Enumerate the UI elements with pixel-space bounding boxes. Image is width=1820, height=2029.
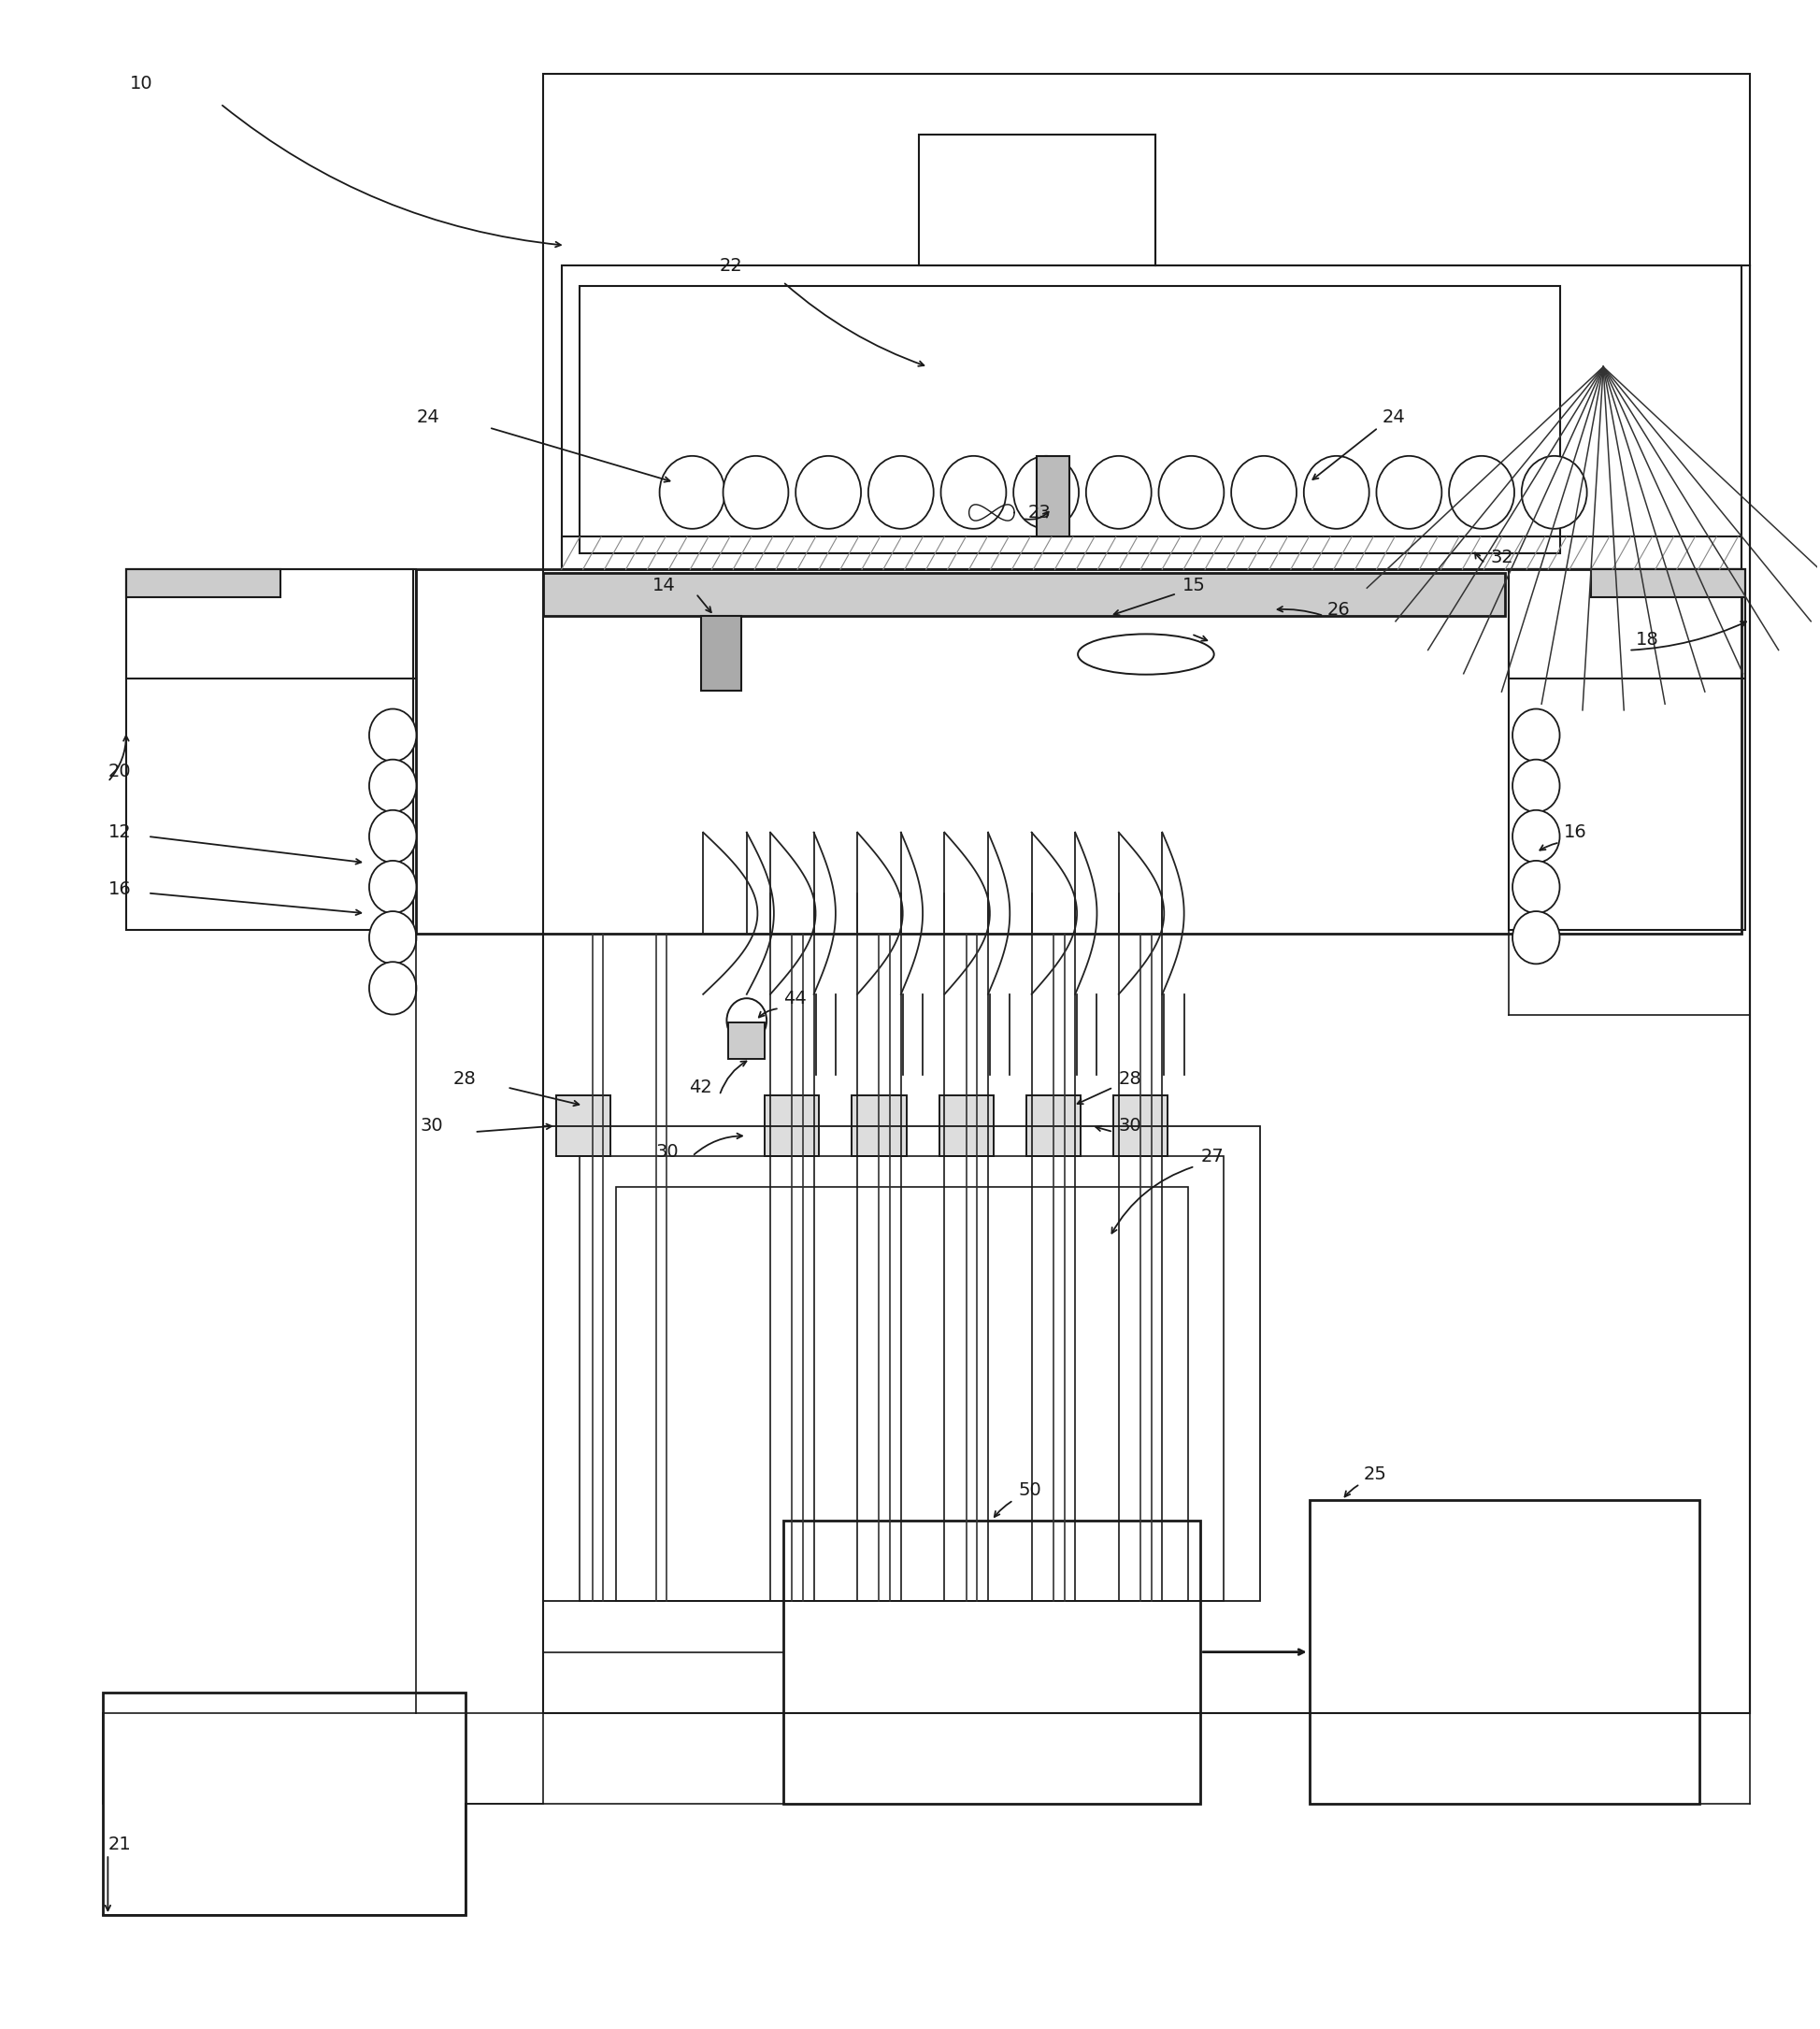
- Bar: [1591, 570, 1745, 599]
- Text: 20: 20: [107, 763, 131, 781]
- Bar: [783, 1520, 1201, 1804]
- Text: 50: 50: [1019, 1481, 1043, 1499]
- Circle shape: [369, 962, 417, 1014]
- Circle shape: [369, 810, 417, 862]
- Bar: [544, 574, 1505, 617]
- Bar: [557, 1096, 610, 1157]
- Bar: [852, 1096, 906, 1157]
- Bar: [1509, 570, 1745, 929]
- Text: 42: 42: [688, 1079, 712, 1096]
- Bar: [417, 570, 1742, 933]
- Circle shape: [659, 457, 724, 530]
- Bar: [1309, 1499, 1700, 1804]
- Circle shape: [941, 457, 1006, 530]
- Circle shape: [1159, 457, 1225, 530]
- Circle shape: [1512, 860, 1560, 913]
- Circle shape: [1522, 457, 1587, 530]
- Text: 10: 10: [129, 75, 153, 93]
- Text: 16: 16: [107, 881, 131, 899]
- Circle shape: [723, 457, 788, 530]
- Bar: [764, 1096, 819, 1157]
- Bar: [562, 538, 1742, 570]
- Circle shape: [1512, 708, 1560, 761]
- Text: 16: 16: [1563, 824, 1587, 842]
- Bar: [615, 1187, 1188, 1601]
- Bar: [126, 570, 417, 678]
- Bar: [102, 1692, 466, 1915]
- Circle shape: [726, 998, 766, 1043]
- Bar: [544, 1126, 1259, 1601]
- Text: 21: 21: [107, 1836, 131, 1852]
- Text: 27: 27: [1201, 1146, 1223, 1165]
- Circle shape: [369, 708, 417, 761]
- Text: 18: 18: [1636, 631, 1660, 649]
- Circle shape: [1449, 457, 1514, 530]
- Circle shape: [369, 759, 417, 812]
- Bar: [1509, 570, 1745, 678]
- Text: 15: 15: [1183, 576, 1205, 594]
- Text: 24: 24: [417, 408, 439, 426]
- Bar: [544, 73, 1751, 1712]
- Text: 28: 28: [1119, 1071, 1141, 1088]
- Circle shape: [795, 457, 861, 530]
- Circle shape: [868, 457, 934, 530]
- Circle shape: [1087, 457, 1152, 530]
- Text: 44: 44: [783, 990, 806, 1006]
- Bar: [562, 266, 1742, 570]
- Circle shape: [369, 860, 417, 913]
- Bar: [581, 286, 1560, 554]
- Text: 12: 12: [107, 824, 131, 842]
- Circle shape: [1014, 457, 1079, 530]
- Circle shape: [1230, 457, 1296, 530]
- Text: 30: 30: [420, 1116, 442, 1134]
- Bar: [126, 570, 280, 599]
- Text: 30: 30: [655, 1142, 679, 1161]
- Text: 22: 22: [719, 258, 743, 274]
- Circle shape: [1376, 457, 1441, 530]
- Bar: [728, 1023, 764, 1059]
- Text: 14: 14: [652, 576, 675, 594]
- Bar: [126, 570, 413, 929]
- Bar: [939, 1096, 994, 1157]
- Circle shape: [369, 911, 417, 964]
- Bar: [919, 134, 1156, 266]
- Bar: [1026, 1096, 1081, 1157]
- Circle shape: [1512, 759, 1560, 812]
- Circle shape: [1512, 911, 1560, 964]
- Text: 23: 23: [1028, 503, 1052, 521]
- Text: 28: 28: [453, 1071, 475, 1088]
- Bar: [1037, 457, 1070, 538]
- Text: 25: 25: [1363, 1465, 1387, 1483]
- Text: 32: 32: [1491, 548, 1514, 566]
- Bar: [701, 617, 741, 690]
- Circle shape: [1512, 810, 1560, 862]
- Text: 26: 26: [1327, 601, 1350, 619]
- Circle shape: [1303, 457, 1369, 530]
- Bar: [581, 1157, 1225, 1601]
- Text: 24: 24: [1381, 408, 1405, 426]
- Text: 30: 30: [1119, 1116, 1141, 1134]
- Bar: [1114, 1096, 1168, 1157]
